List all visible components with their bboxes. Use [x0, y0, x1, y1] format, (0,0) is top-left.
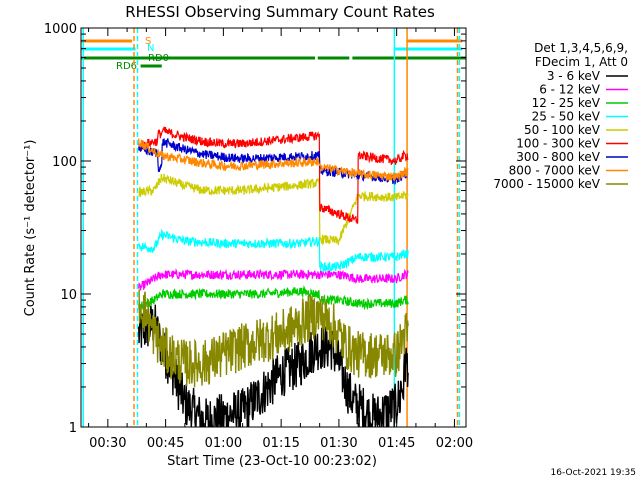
plot-frame [80, 27, 467, 428]
x-tick-label: 00:30 [89, 436, 126, 451]
y-axis: 1 10 100 1000 [44, 22, 466, 436]
x-tick-label: 01:30 [320, 436, 357, 451]
legend-header: Det 1,3,4,5,6,9, [534, 41, 628, 55]
series-line [138, 137, 409, 185]
legend: Det 1,3,4,5,6,9,FDecim 1, Att 03 - 6 keV… [493, 41, 628, 191]
series-line [138, 228, 409, 273]
legend-label: 800 - 7000 keV [509, 164, 601, 178]
series-line [138, 126, 409, 225]
x-tick-label: 01:45 [378, 436, 415, 451]
legend-header: FDecim 1, Att 0 [535, 55, 628, 69]
series-line [138, 138, 409, 182]
x-tick-label: 00:45 [147, 436, 184, 451]
legend-label: 7000 - 15000 keV [493, 177, 600, 191]
y-tick-label: 10 [60, 288, 77, 303]
y-tick-label: 1000 [44, 22, 77, 37]
x-tick-label: 01:00 [205, 436, 242, 451]
chart-title: RHESSI Observing Summary Count Rates [125, 3, 435, 21]
legend-label: 12 - 25 keV [532, 96, 601, 110]
series-line [138, 289, 409, 388]
series-line [138, 173, 409, 246]
vertical-markers [82, 28, 461, 427]
series-line [138, 285, 409, 311]
series-line [138, 268, 409, 291]
legend-label: 25 - 50 keV [532, 110, 601, 124]
y-tick-label: 100 [52, 155, 77, 170]
flag-label-s: S [145, 36, 151, 47]
series-line [138, 304, 409, 427]
legend-label: 300 - 800 keV [516, 150, 600, 164]
x-axis: 00:30 00:45 01:00 01:15 01:30 01:45 02:00 [88, 28, 473, 451]
x-tick-label: 02:00 [436, 436, 473, 451]
flag-label-rd0: RD0 [148, 53, 169, 64]
flag-label-rd6: RD6 [116, 61, 137, 72]
flag-label-n: N [147, 43, 154, 54]
legend-label: 100 - 300 keV [516, 137, 600, 151]
legend-label: 3 - 6 keV [547, 69, 601, 83]
legend-label: 50 - 100 keV [524, 123, 601, 137]
y-axis-label: Count Rate (s⁻¹ detector⁻¹) [23, 140, 38, 317]
y-tick-label: 1 [69, 421, 77, 436]
series-layer [138, 126, 409, 427]
legend-label: 6 - 12 keV [539, 83, 601, 97]
x-tick-label: 01:15 [262, 436, 299, 451]
x-axis-label: Start Time (23-Oct-10 00:23:02) [167, 454, 377, 469]
footer-timestamp: 16-Oct-2021 19:35 [551, 468, 636, 478]
